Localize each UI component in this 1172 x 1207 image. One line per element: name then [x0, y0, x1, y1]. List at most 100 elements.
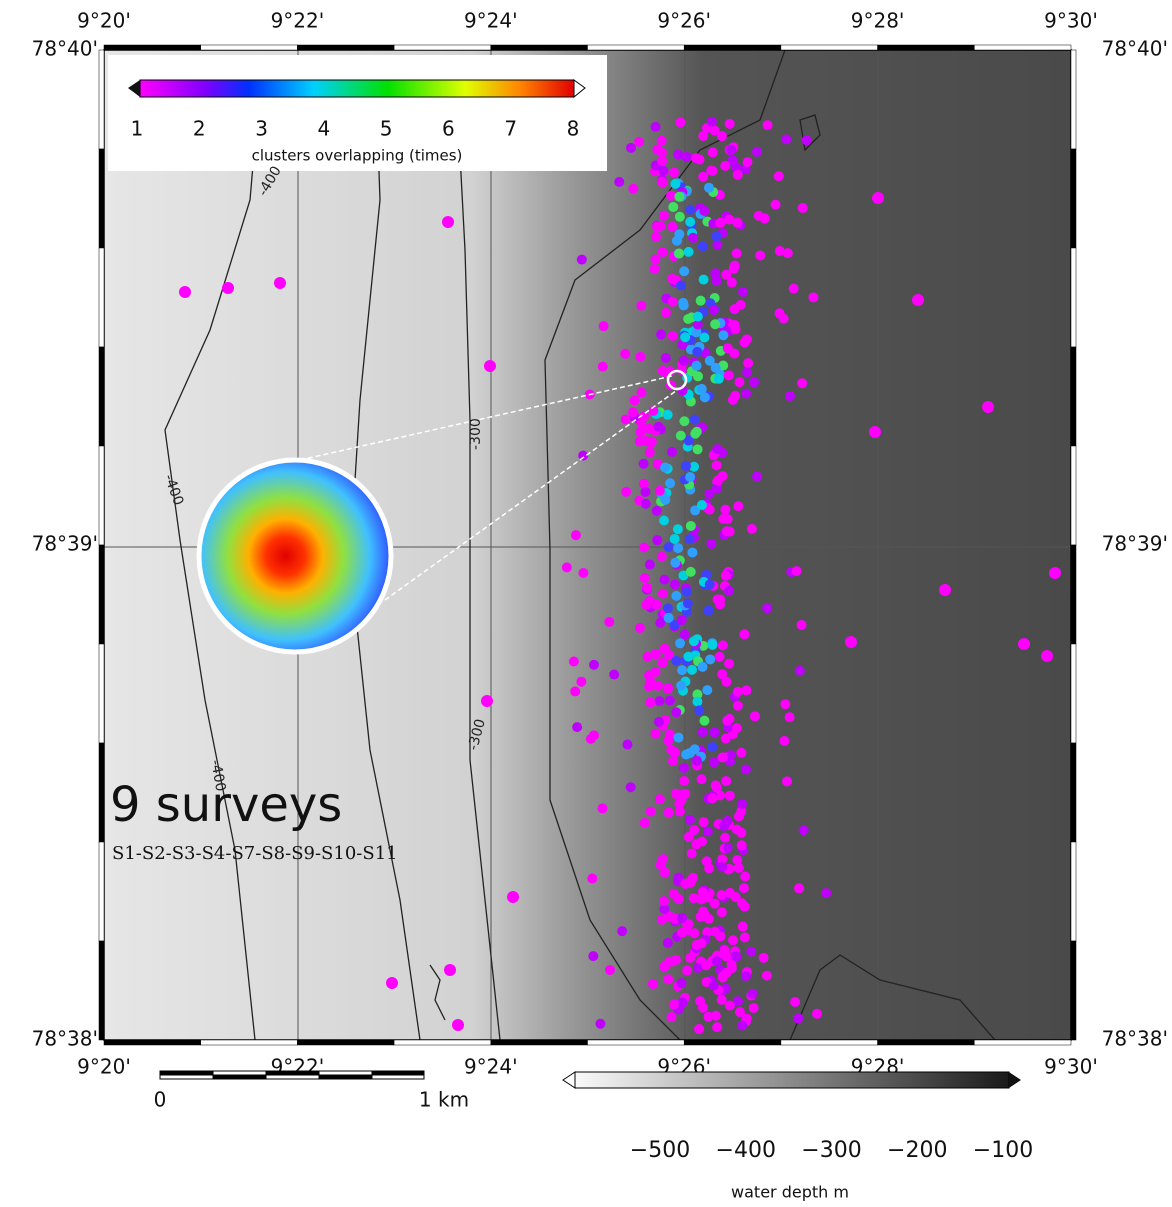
colorbar-tick-label: −400: [716, 1138, 776, 1163]
cluster-point: [669, 1000, 679, 1010]
cluster-point: [797, 620, 807, 630]
cluster-point: [679, 763, 689, 773]
cluster-point: [720, 505, 730, 515]
cluster-point: [677, 913, 687, 923]
cluster-point: [665, 696, 675, 706]
frame-segment: [99, 248, 104, 347]
cluster-point: [692, 361, 702, 371]
cluster-point: [682, 966, 692, 976]
cluster-point: [274, 277, 286, 289]
cluster-point: [644, 682, 654, 692]
cluster-point: [658, 166, 668, 176]
cluster-point: [735, 1007, 745, 1017]
cluster-point: [681, 749, 691, 759]
cluster-point: [699, 206, 709, 216]
cluster-point: [712, 783, 722, 793]
colorbar-tick-label: −200: [887, 1138, 947, 1163]
cluster-point: [709, 980, 719, 990]
cluster-point: [752, 471, 762, 481]
frame-segment: [99, 149, 104, 248]
cluster-point: [668, 297, 678, 307]
cluster-point: [444, 964, 456, 976]
cluster-point: [697, 384, 707, 394]
cluster-point: [694, 154, 704, 164]
cluster-point: [734, 863, 744, 873]
frame-segment: [491, 1040, 588, 1045]
cluster-point: [699, 275, 709, 285]
cluster-point: [694, 705, 704, 715]
contour-label: -300: [468, 418, 484, 450]
cluster-point: [681, 461, 691, 471]
cluster-point: [641, 600, 651, 610]
cluster-point: [677, 665, 687, 675]
cluster-point: [685, 217, 695, 227]
cluster-point: [698, 241, 708, 251]
cluster-point: [655, 696, 665, 706]
cluster-point: [702, 685, 712, 695]
cluster-point: [740, 338, 750, 348]
cluster-point: [669, 168, 679, 178]
cluster-point: [621, 487, 631, 497]
cluster-point: [666, 745, 676, 755]
cluster-point: [724, 370, 734, 380]
map-figure: 12345678 clusters overlapping (times) -4…: [0, 0, 1172, 1207]
cluster-point: [665, 478, 675, 488]
right-axis-label: 78°40': [1102, 37, 1168, 61]
cluster-point: [707, 640, 717, 650]
top-axis-label: 9°22': [271, 9, 325, 33]
cluster-point: [733, 501, 743, 511]
cluster-point: [668, 202, 678, 212]
cluster-point: [598, 803, 608, 813]
cluster-point: [730, 391, 740, 401]
cluster-point: [673, 733, 683, 743]
cluster-point: [872, 192, 884, 204]
cluster-point: [1018, 638, 1030, 650]
colorbar-tick-label: 3: [255, 117, 268, 141]
cluster-point: [707, 793, 717, 803]
frame-segment: [878, 1040, 975, 1045]
cluster-point: [723, 843, 733, 853]
cluster-point: [678, 298, 688, 308]
cluster-point: [869, 426, 881, 438]
cluster-point: [732, 248, 742, 258]
cluster-point: [712, 956, 722, 966]
frame-segment: [1071, 149, 1076, 248]
cluster-point: [578, 568, 588, 578]
cluster-point: [691, 839, 701, 849]
cluster-point: [762, 971, 772, 981]
cluster-point: [620, 349, 630, 359]
cluster-point: [939, 584, 951, 596]
cluster-point: [671, 707, 681, 717]
cluster-point: [668, 331, 678, 341]
cluster-point: [741, 685, 751, 695]
cluster-point: [679, 356, 689, 366]
cluster-point: [179, 286, 191, 298]
cluster-point: [655, 486, 665, 496]
cluster-point: [703, 827, 713, 837]
cluster-point: [749, 1003, 759, 1013]
cluster-point: [708, 147, 718, 157]
cluster-point: [635, 436, 645, 446]
cluster-point: [664, 613, 674, 623]
cluster-point: [663, 603, 673, 613]
cluster-point: [698, 662, 708, 672]
cluster-point: [641, 499, 651, 509]
frame-segment: [1071, 941, 1076, 1040]
cluster-point: [685, 878, 695, 888]
cluster-point: [663, 974, 673, 984]
colorbar-tick-label: 8: [567, 117, 580, 141]
cluster-point: [812, 1009, 822, 1019]
cluster-point: [731, 951, 741, 961]
colorbar-tick-label: −300: [801, 1138, 861, 1163]
cluster-point: [657, 136, 667, 146]
cluster-point: [648, 979, 658, 989]
frame-segment: [781, 1040, 878, 1045]
frame-segment: [1071, 644, 1076, 743]
cluster-point: [686, 521, 696, 531]
top-axis-label: 9°24': [464, 9, 518, 33]
cluster-point: [658, 247, 668, 257]
cluster-point: [655, 794, 665, 804]
cluster-point: [657, 177, 667, 187]
cluster-point: [746, 947, 756, 957]
cluster-point: [698, 727, 708, 737]
